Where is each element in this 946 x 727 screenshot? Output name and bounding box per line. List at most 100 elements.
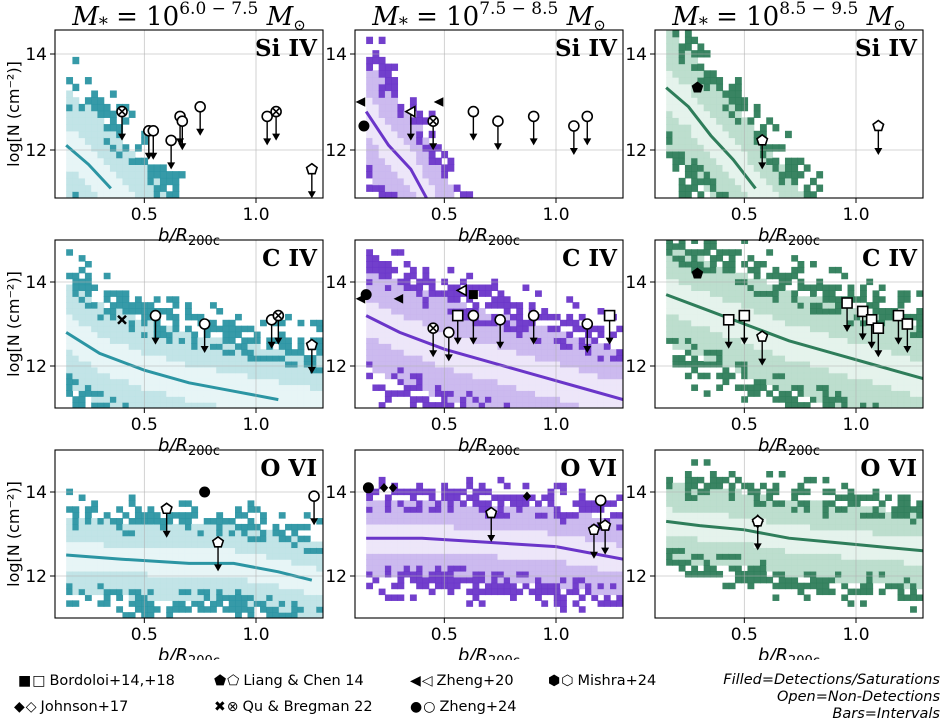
density-cell bbox=[428, 547, 436, 554]
density-cell bbox=[828, 343, 836, 350]
density-cell bbox=[109, 396, 117, 403]
density-cell bbox=[197, 355, 205, 362]
density-cell bbox=[697, 500, 705, 507]
density-cell bbox=[66, 390, 74, 397]
density-cell bbox=[372, 296, 380, 303]
density-cell bbox=[766, 547, 774, 554]
density-cell bbox=[253, 396, 261, 403]
density-cell bbox=[547, 343, 555, 350]
density-cell bbox=[472, 535, 480, 543]
density-cell bbox=[403, 130, 411, 139]
density-cell bbox=[153, 512, 161, 519]
density-cell bbox=[509, 402, 517, 408]
density-cell bbox=[734, 494, 742, 501]
density-cell bbox=[128, 396, 136, 403]
density-cell bbox=[753, 177, 761, 186]
density-cell bbox=[66, 506, 74, 513]
density-cell bbox=[78, 150, 86, 159]
density-cell bbox=[553, 343, 561, 350]
density-cell bbox=[860, 366, 867, 374]
density-cell bbox=[66, 588, 74, 596]
upper-limit-arrow bbox=[858, 333, 867, 341]
density-cell bbox=[491, 325, 499, 333]
density-cell bbox=[828, 366, 836, 374]
density-cell bbox=[922, 331, 923, 339]
density-cell bbox=[416, 302, 424, 309]
density-cell bbox=[722, 266, 730, 274]
density-cell bbox=[103, 272, 111, 280]
density-cell bbox=[678, 565, 686, 572]
density-cell bbox=[316, 594, 323, 601]
density-cell bbox=[447, 547, 455, 554]
density-cell bbox=[184, 349, 192, 356]
density-cell bbox=[578, 565, 586, 572]
density-cell bbox=[603, 360, 611, 368]
density-cell bbox=[197, 535, 205, 543]
density-cell bbox=[585, 500, 592, 507]
density-cell bbox=[466, 272, 474, 280]
circle-marker bbox=[362, 482, 374, 494]
density-cell bbox=[716, 164, 724, 172]
density-cell bbox=[116, 191, 124, 198]
density-cell bbox=[722, 90, 730, 98]
density-cell bbox=[253, 582, 261, 590]
density-cell bbox=[922, 366, 923, 374]
density-cell bbox=[716, 249, 724, 256]
density-cell bbox=[484, 582, 492, 590]
density-cell bbox=[91, 308, 99, 315]
density-cell bbox=[809, 313, 817, 321]
density-cell bbox=[416, 191, 424, 198]
density-cell bbox=[260, 390, 267, 397]
density-cell bbox=[478, 500, 486, 507]
density-cell bbox=[428, 553, 436, 560]
density-cell bbox=[597, 366, 605, 374]
density-cell bbox=[272, 565, 280, 572]
density-cell bbox=[428, 177, 436, 186]
density-cell bbox=[703, 103, 711, 112]
density-cell bbox=[322, 384, 323, 391]
density-cell bbox=[285, 559, 292, 566]
density-cell bbox=[866, 372, 874, 380]
density-cell bbox=[547, 494, 555, 501]
density-cell bbox=[691, 523, 699, 531]
density-cell bbox=[910, 331, 917, 339]
density-cell bbox=[416, 313, 424, 321]
density-cell bbox=[753, 103, 761, 112]
density-cell bbox=[872, 378, 880, 386]
density-cell bbox=[209, 302, 217, 309]
density-cell bbox=[809, 396, 817, 403]
density-cell bbox=[591, 565, 599, 572]
density-cell bbox=[547, 313, 555, 321]
density-cell bbox=[159, 570, 167, 578]
density-cell bbox=[778, 360, 786, 368]
density-cell bbox=[847, 390, 855, 397]
density-cell bbox=[522, 559, 530, 566]
density-cell bbox=[803, 360, 811, 368]
density-cell bbox=[766, 349, 774, 356]
density-cell bbox=[678, 177, 686, 186]
density-cell bbox=[91, 570, 99, 578]
density-cell bbox=[434, 157, 442, 165]
density-cell bbox=[184, 396, 192, 403]
density-cell bbox=[578, 606, 586, 613]
density-cell bbox=[778, 272, 786, 280]
density-cell bbox=[103, 372, 111, 380]
density-cell bbox=[153, 191, 161, 198]
density-cell bbox=[159, 565, 167, 572]
density-cell bbox=[316, 588, 323, 596]
density-cell bbox=[522, 343, 530, 350]
density-cell bbox=[459, 523, 467, 531]
density-cell bbox=[397, 372, 405, 380]
density-cell bbox=[97, 355, 105, 362]
density-cell bbox=[128, 600, 136, 607]
density-cell bbox=[897, 372, 905, 380]
density-cell bbox=[366, 518, 374, 525]
density-cell bbox=[747, 512, 755, 519]
density-cell bbox=[678, 518, 686, 525]
density-cell bbox=[84, 97, 92, 105]
density-cell bbox=[278, 559, 286, 566]
density-cell bbox=[759, 144, 767, 152]
density-cell bbox=[260, 355, 267, 362]
density-cell bbox=[835, 331, 842, 339]
density-cell bbox=[434, 390, 442, 397]
